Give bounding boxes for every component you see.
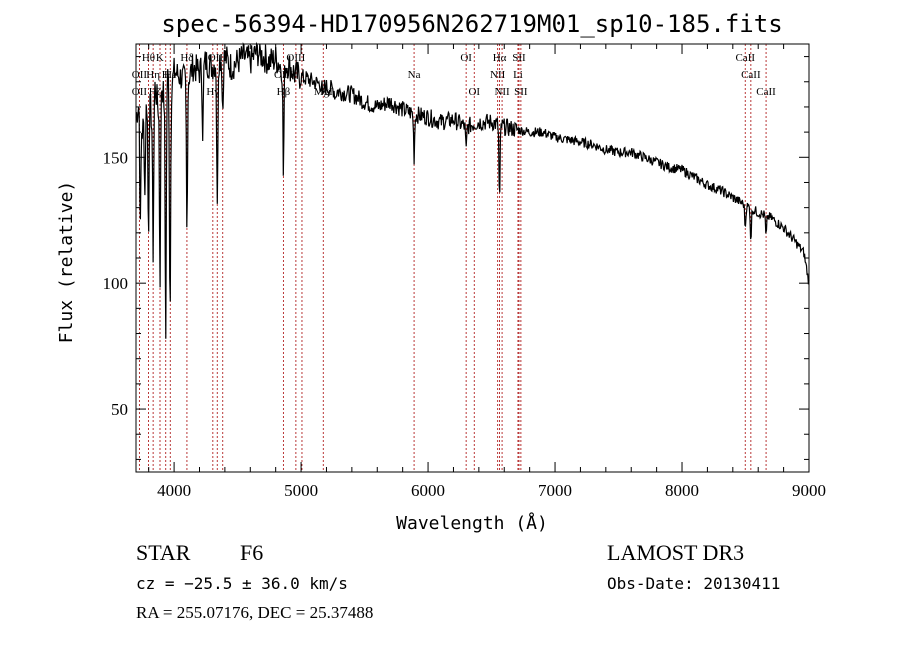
spectral-line-markers bbox=[138, 44, 767, 472]
survey-name: LAMOST DR3 bbox=[607, 540, 745, 565]
x-tick-label: 7000 bbox=[538, 481, 572, 500]
object-class: STAR bbox=[136, 540, 191, 565]
coordinates-text: RA = 255.07176, DEC = 25.37488 bbox=[136, 603, 374, 622]
chart-title: spec-56394-HD170956N262719M01_sp10-185.f… bbox=[161, 10, 782, 38]
line-label: OII bbox=[132, 86, 148, 98]
y-tick-label: 150 bbox=[103, 148, 129, 167]
x-tick-label: 4000 bbox=[157, 481, 191, 500]
spectrum-chart: spec-56394-HD170956N262719M01_sp10-185.f… bbox=[56, 10, 826, 534]
observation-date: Obs-Date: 20130411 bbox=[607, 574, 781, 593]
line-label: Hθ bbox=[142, 52, 155, 64]
y-tick-label: 100 bbox=[103, 274, 129, 293]
redshift-text: cz = −25.5 ± 36.0 km/s bbox=[136, 574, 348, 593]
line-label: Li bbox=[513, 69, 523, 81]
line-label: SII bbox=[514, 86, 528, 98]
line-label: Hα bbox=[493, 52, 507, 64]
line-label: Hβ bbox=[277, 86, 291, 98]
line-label: H bbox=[162, 69, 170, 81]
x-axis-label: Wavelength (Å) bbox=[396, 512, 548, 534]
line-label: OII bbox=[132, 69, 148, 81]
line-label: OIII bbox=[208, 52, 227, 64]
spectrum-line bbox=[135, 41, 810, 339]
line-label: Hδ bbox=[180, 52, 193, 64]
line-label: OI bbox=[460, 52, 472, 64]
x-axis-ticks: 4000 5000 6000 7000 8000 9000 bbox=[148, 44, 826, 500]
line-label: OIII bbox=[286, 52, 305, 64]
y-tick-label: 50 bbox=[111, 400, 128, 419]
line-label: NII bbox=[490, 69, 506, 81]
plot-frame bbox=[135, 43, 810, 473]
line-label: NII bbox=[494, 86, 510, 98]
x-tick-label: 5000 bbox=[284, 481, 318, 500]
line-label: Hγ bbox=[206, 86, 219, 98]
line-label: CaII bbox=[735, 52, 755, 64]
line-label: K bbox=[156, 52, 164, 64]
line-label: CaII bbox=[741, 69, 761, 81]
x-tick-label: 6000 bbox=[411, 481, 445, 500]
line-label: Hη bbox=[146, 69, 160, 81]
y-axis-label: Flux (relative) bbox=[56, 181, 77, 344]
x-tick-label: 8000 bbox=[665, 481, 699, 500]
line-label: CaII bbox=[756, 86, 776, 98]
line-label: SII bbox=[512, 52, 526, 64]
y-axis-ticks: 50 100 150 bbox=[103, 56, 809, 460]
object-subclass: F6 bbox=[240, 540, 264, 565]
x-tick-label: 9000 bbox=[792, 481, 826, 500]
line-label: OI bbox=[468, 86, 480, 98]
line-label: Na bbox=[408, 69, 421, 81]
